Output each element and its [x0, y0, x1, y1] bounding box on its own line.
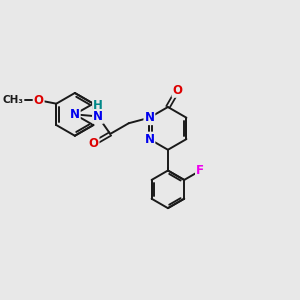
Text: N: N	[70, 108, 80, 121]
Text: S: S	[70, 108, 79, 121]
Text: N: N	[144, 111, 154, 124]
Text: O: O	[88, 137, 99, 150]
Text: O: O	[34, 94, 44, 107]
Text: O: O	[172, 84, 182, 97]
Text: CH₃: CH₃	[2, 95, 23, 105]
Text: N: N	[93, 110, 103, 123]
Text: H: H	[93, 99, 103, 112]
Text: F: F	[196, 164, 204, 177]
Text: N: N	[144, 133, 154, 146]
